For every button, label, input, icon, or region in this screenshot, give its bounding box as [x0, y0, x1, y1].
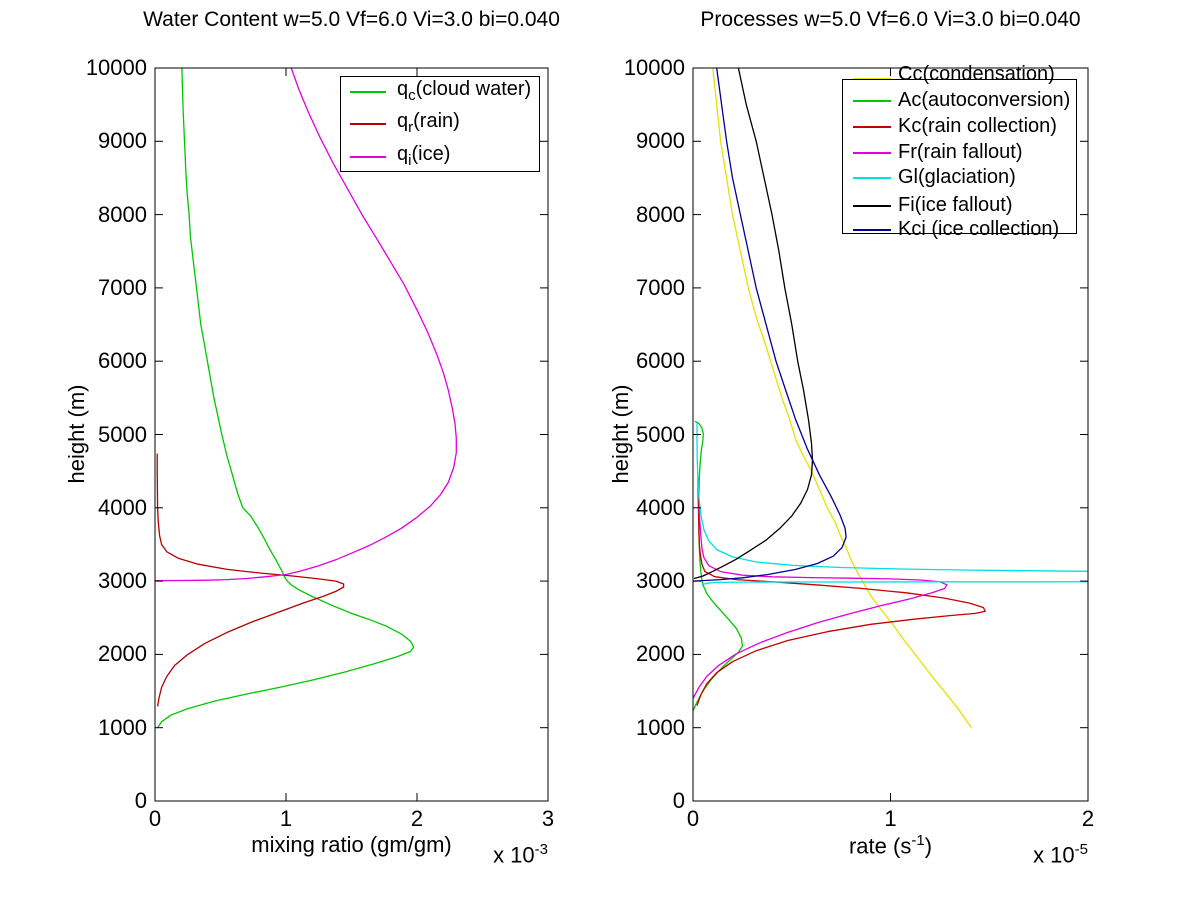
right-x-axis-label: rate (s-1) [693, 832, 1088, 859]
legend-swatch-qc [350, 91, 386, 93]
label-part: (rain) [413, 110, 460, 133]
series-qc-line [157, 68, 415, 729]
legend-swatch-qi [350, 156, 386, 158]
legend-label-fr: Fr(rain fallout) [898, 142, 1022, 163]
legend-label-fi: Fi(ice fallout) [898, 195, 1012, 216]
label-part: Gl(glaciation) [898, 166, 1016, 189]
x-tick-label: 1 [884, 806, 897, 831]
y-tick-label: 8000 [636, 201, 685, 227]
right-chart-title: Processes w=5.0 Vf=6.0 Vi=3.0 bi=0.040 [700, 8, 1081, 31]
y-tick-label: 2000 [98, 641, 147, 667]
label-part: -1 [911, 832, 925, 849]
multiplier-exponent: -5 [1074, 841, 1088, 858]
label-part: q [397, 143, 409, 166]
legend-frame [340, 76, 540, 172]
y-tick-label: 7000 [98, 274, 147, 300]
y-tick-label: 10000 [85, 55, 147, 80]
y-tick-label: 9000 [636, 128, 685, 154]
y-tick-label: 3000 [98, 568, 147, 594]
legend-label-qi: qi(ice) [397, 144, 450, 169]
y-tick-label: 7000 [636, 274, 685, 300]
label-part: c [408, 87, 416, 105]
legend-swatch-qr [350, 123, 386, 125]
label-part: ) [924, 833, 933, 859]
label-part: rate (s [848, 833, 912, 859]
legend-swatch-fr [853, 152, 891, 154]
y-tick-label: 5000 [636, 421, 685, 447]
left-y-axis-label: height (m) [64, 384, 89, 484]
y-tick-label: 4000 [636, 494, 685, 520]
label-part: q [397, 78, 409, 101]
y-tick-label: 4000 [98, 494, 147, 520]
series-ac-line [693, 420, 744, 712]
left-axes-box [154, 67, 549, 802]
y-tick-label: 5000 [98, 421, 147, 447]
left-chart-title: Water Content w=5.0 Vf=6.0 Vi=3.0 bi=0.0… [143, 8, 560, 31]
x-tick-label: 2 [410, 806, 424, 831]
label-part: Fr(rain fallout) [898, 141, 1023, 164]
label-part: i [408, 152, 412, 170]
series-fr-line [693, 507, 948, 699]
y-tick-label: 6000 [98, 348, 147, 374]
legend-label-ac: Ac(autoconversion) [898, 90, 1070, 111]
label-part: Kc(rain collection) [898, 115, 1057, 138]
y-tick-label: 10000 [623, 55, 685, 80]
y-tick-label: 3000 [636, 568, 685, 594]
label-part: Kci (ice collection) [898, 218, 1060, 241]
series-qr-line [156, 453, 345, 707]
label-part: (cloud water) [415, 78, 532, 101]
legend-swatch-kc [853, 126, 891, 128]
label-part: q [397, 110, 409, 133]
x-tick-label: 0 [148, 806, 162, 831]
multiplier-prefix: x 10 [493, 842, 535, 868]
y-tick-label: 8000 [98, 201, 147, 227]
x-tick-label: 2 [1081, 806, 1095, 831]
multiplier-prefix: x 10 [1033, 842, 1075, 868]
legend-label-kc: Kc(rain collection) [898, 116, 1057, 137]
legend-frame [842, 79, 1077, 234]
left-chart-series [155, 68, 457, 729]
label-part: mixing ratio (gm/gm) [251, 832, 452, 857]
series-kci-line [693, 68, 847, 582]
y-tick-label: 6000 [636, 348, 685, 374]
label-part: (ice) [411, 143, 451, 166]
x-tick-label: 0 [686, 806, 700, 831]
multiplier-exponent: -3 [534, 841, 548, 858]
x-tick-label: 3 [541, 806, 555, 831]
legend-swatch-ac [853, 100, 891, 102]
y-tick-label: 2000 [636, 641, 685, 667]
legend-label-gl: Gl(glaciation) [898, 167, 1016, 188]
series-gl-line [696, 423, 1088, 586]
right-y-axis-label: height (m) [608, 384, 633, 484]
legend-label-qr: qr(rain) [397, 111, 460, 136]
legend-swatch-fi [853, 205, 891, 207]
label-part: Ac(autoconversion) [898, 89, 1071, 112]
legend-label-qc: qc(cloud water) [397, 79, 531, 104]
y-tick-label: 0 [134, 788, 147, 813]
series-fi-line [693, 68, 814, 580]
label-part: r [408, 119, 414, 137]
legend-swatch-kci [853, 229, 891, 231]
left-x-axis-label: mixing ratio (gm/gm) [155, 832, 548, 858]
right-chart-series [693, 68, 1088, 729]
y-tick-label: 0 [672, 788, 685, 813]
legend-label-kci: Kci (ice collection) [898, 219, 1059, 240]
x-tick-label: 1 [279, 806, 293, 831]
series-cc-line [712, 68, 973, 729]
series-qi-line [155, 68, 457, 582]
y-tick-label: 1000 [636, 714, 685, 740]
y-tick-label: 9000 [98, 128, 147, 154]
label-part: Fi(ice fallout) [898, 194, 1013, 217]
left-x-axis-multiplier: x 10-3 [398, 841, 548, 868]
y-tick-label: 1000 [98, 714, 147, 740]
right-x-axis-multiplier: x 10-5 [938, 841, 1088, 868]
legend-swatch-gl [853, 177, 891, 179]
series-kc-line [696, 478, 986, 706]
